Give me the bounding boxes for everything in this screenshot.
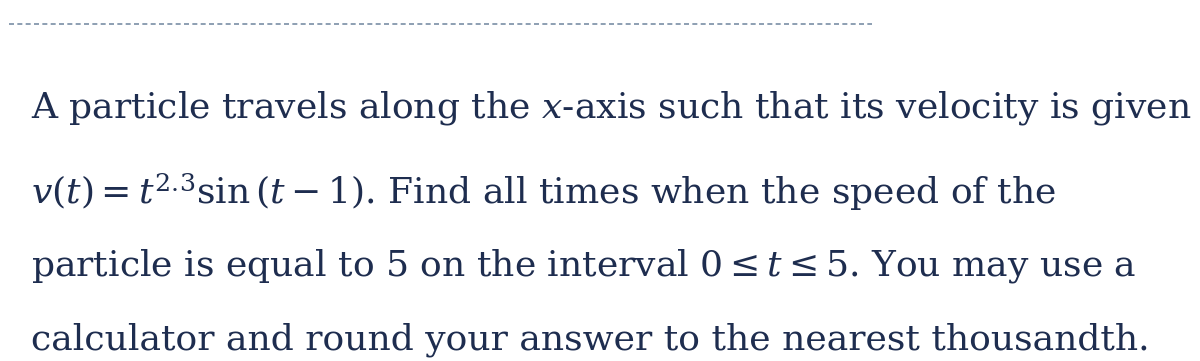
Text: $v(t) = t^{2.3} \sin{(t - 1)}$. Find all times when the speed of the: $v(t) = t^{2.3} \sin{(t - 1)}$. Find all… (31, 171, 1056, 213)
Text: particle is equal to 5 on the interval $0 \leq t \leq 5$. You may use a: particle is equal to 5 on the interval $… (31, 247, 1136, 285)
Text: A particle travels along the $x$-axis such that its velocity is given by: A particle travels along the $x$-axis su… (31, 89, 1200, 127)
Text: calculator and round your answer to the nearest thousandth.: calculator and round your answer to the … (31, 323, 1150, 357)
